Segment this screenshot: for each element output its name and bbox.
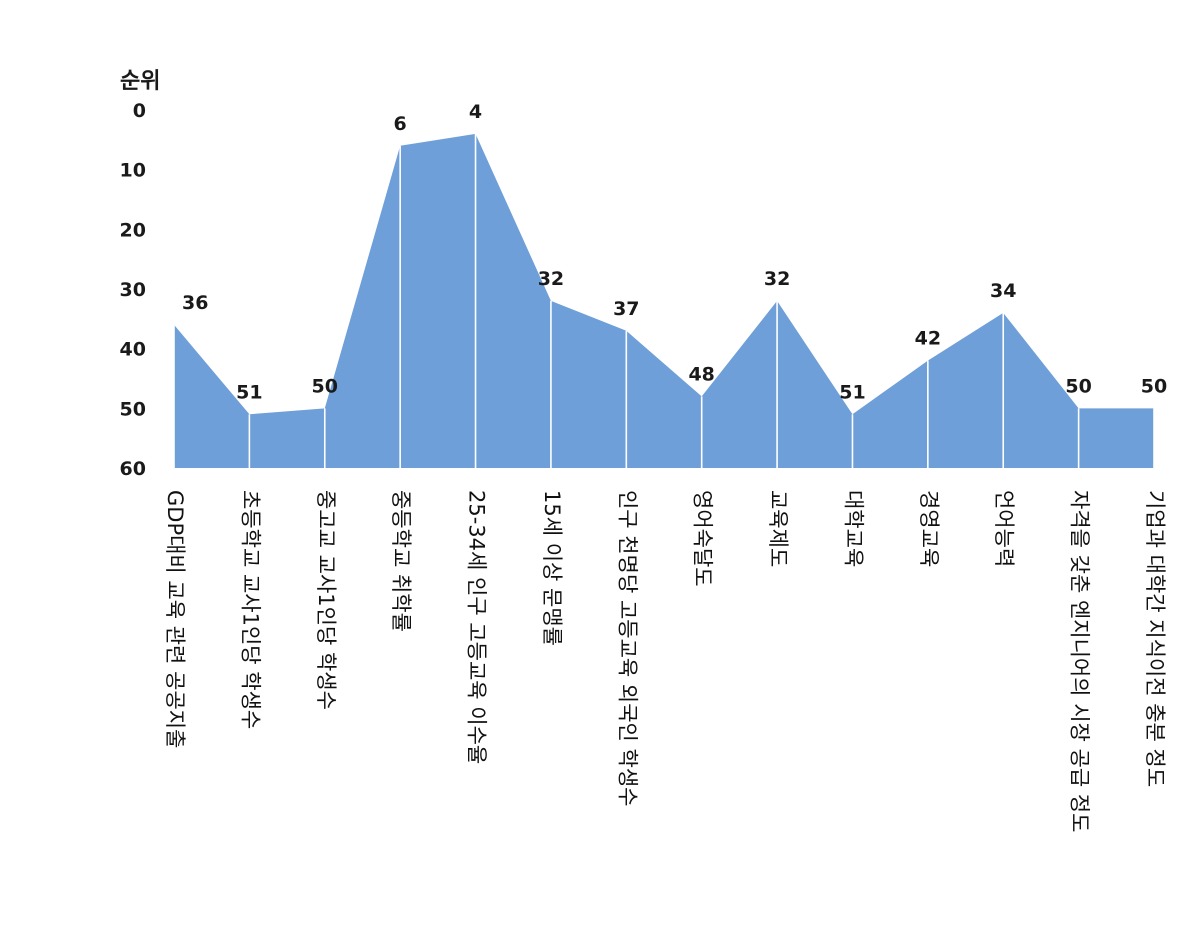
data-label: 50 bbox=[1065, 375, 1091, 397]
data-label: 4 bbox=[469, 101, 482, 123]
data-label: 48 bbox=[688, 363, 714, 385]
data-label: 34 bbox=[990, 280, 1016, 302]
x-category-label: 언어능력 bbox=[992, 490, 1016, 567]
data-label: 32 bbox=[764, 268, 790, 290]
data-label: 42 bbox=[915, 328, 941, 350]
data-label: 51 bbox=[236, 381, 262, 403]
x-category-label: 인구 천명당 고등교육 외국인 학생수 bbox=[615, 490, 639, 807]
y-axis-title: 순위 bbox=[120, 69, 160, 94]
x-category-label: 중등학교 취학률 bbox=[389, 490, 413, 632]
y-tick-label: 40 bbox=[120, 339, 146, 361]
y-tick-label: 20 bbox=[120, 219, 146, 241]
x-category-label: 기업과 대학간 지식이전 충분 정도 bbox=[1143, 490, 1167, 787]
x-category-label: 25-34세 인구 고등교육 이수율 bbox=[465, 490, 489, 764]
x-category-label: 초등학교 교사1인당 학생수 bbox=[238, 490, 262, 729]
divider-layer bbox=[173, 133, 1155, 468]
x-category-label: 교육제도 bbox=[766, 490, 790, 567]
data-label: 51 bbox=[839, 381, 865, 403]
x-category-label: 경영교육 bbox=[917, 490, 941, 567]
x-category-label: 자격을 갖춘 엔지니어의 시장 공급 정도 bbox=[1068, 490, 1092, 833]
y-tick-label: 10 bbox=[120, 160, 146, 182]
y-axis: 0 10 20 30 40 50 60 bbox=[120, 100, 146, 480]
data-label: 6 bbox=[394, 113, 407, 135]
x-category-label: 대학교육 bbox=[841, 490, 865, 567]
y-tick-label: 50 bbox=[120, 398, 146, 420]
x-category-label: 중고교 교사1인당 학생수 bbox=[314, 490, 338, 710]
area-layer bbox=[174, 133, 1154, 468]
x-category-label: 15세 이상 문맹률 bbox=[540, 490, 564, 646]
data-label: 36 bbox=[182, 292, 208, 314]
y-tick-label: 60 bbox=[120, 458, 146, 480]
series-area bbox=[174, 133, 1154, 468]
data-label: 32 bbox=[538, 268, 564, 290]
y-tick-label: 0 bbox=[133, 100, 146, 122]
data-labels: 36 51 50 6 4 32 37 48 32 51 42 34 50 50 bbox=[182, 101, 1167, 403]
x-category-label: 영어숙달도 bbox=[691, 490, 715, 587]
data-label: 50 bbox=[1141, 375, 1167, 397]
x-axis: GDP대비 교육 관련 공공지출 초등학교 교사1인당 학생수 중고교 교사1인당 … bbox=[163, 490, 1167, 833]
y-tick-label: 30 bbox=[120, 279, 146, 301]
data-label: 37 bbox=[613, 298, 639, 320]
data-label: 50 bbox=[312, 375, 338, 397]
x-category-label: GDP대비 교육 관련 공공지출 bbox=[163, 490, 187, 748]
